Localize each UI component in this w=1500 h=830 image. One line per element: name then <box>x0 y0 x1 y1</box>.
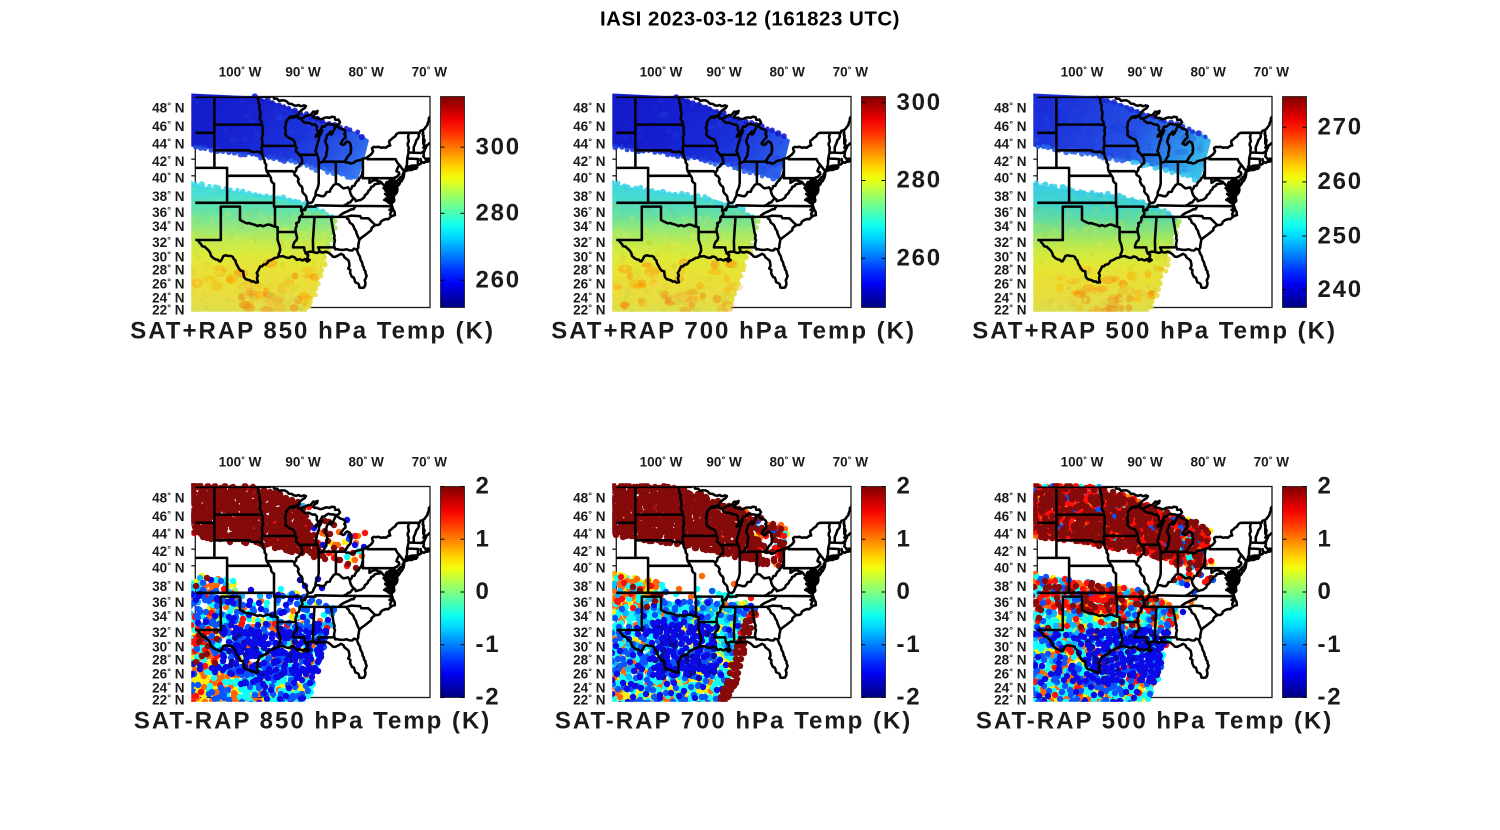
svg-text:100° W: 100° W <box>219 455 262 470</box>
svg-text:100° W: 100° W <box>1061 65 1104 80</box>
svg-text:100° W: 100° W <box>640 65 683 80</box>
svg-text:100° W: 100° W <box>1061 455 1104 470</box>
svg-text:100° W: 100° W <box>219 65 262 80</box>
svg-text:100° W: 100° W <box>640 455 683 470</box>
